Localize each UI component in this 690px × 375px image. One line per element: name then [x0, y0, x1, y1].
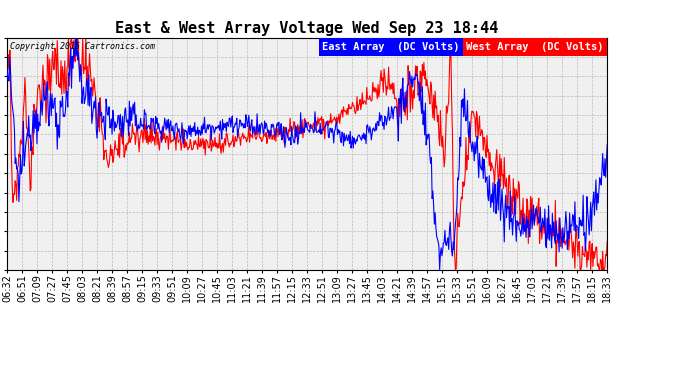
FancyBboxPatch shape [319, 38, 463, 56]
Text: West Array  (DC Volts): West Array (DC Volts) [466, 42, 604, 52]
Title: East & West Array Voltage Wed Sep 23 18:44: East & West Array Voltage Wed Sep 23 18:… [115, 21, 499, 36]
Text: East Array  (DC Volts): East Array (DC Volts) [322, 42, 460, 52]
Text: Copyright 2015 Cartronics.com: Copyright 2015 Cartronics.com [10, 42, 155, 51]
FancyBboxPatch shape [463, 38, 607, 56]
